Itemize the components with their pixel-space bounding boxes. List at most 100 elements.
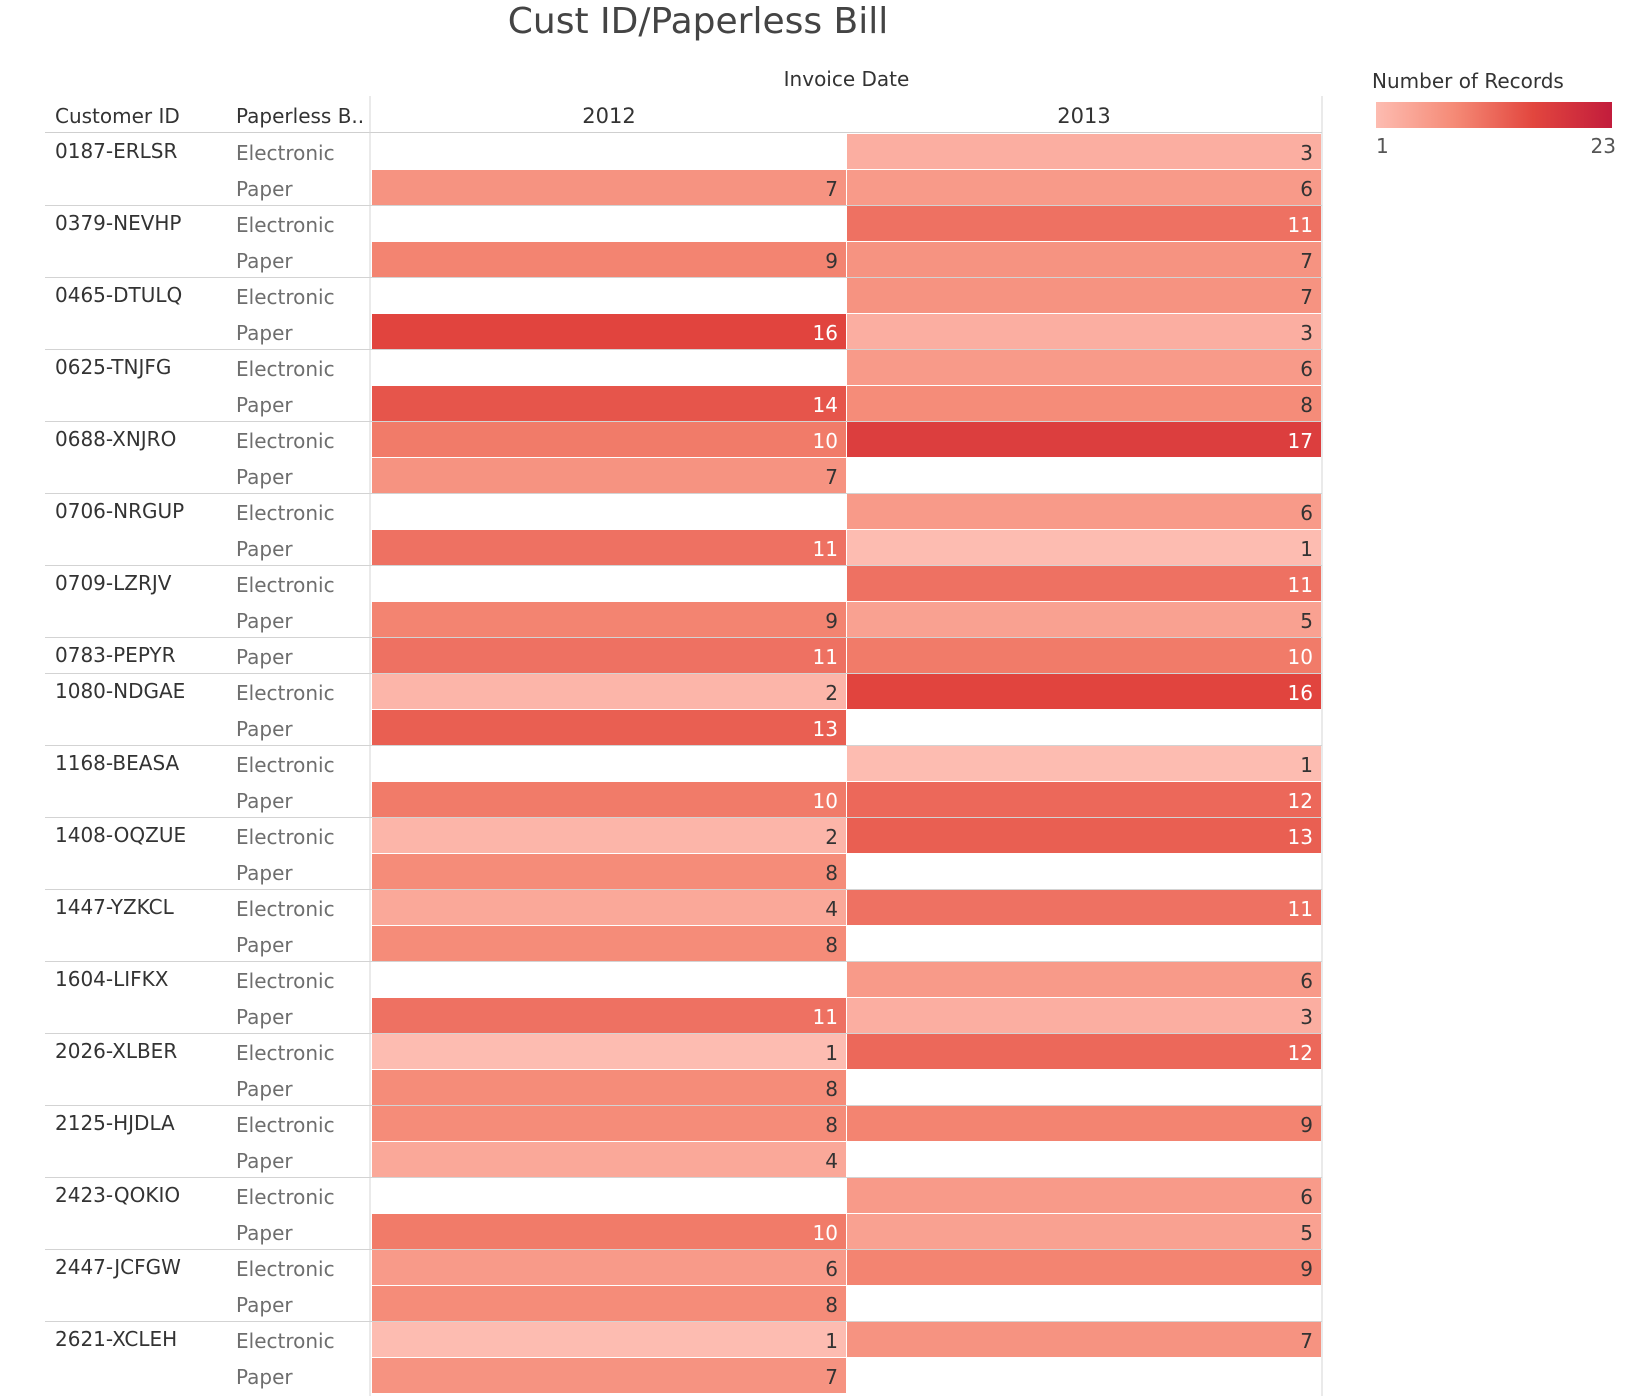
- color-legend[interactable]: Number of Records 1 23: [1372, 68, 1616, 160]
- heatmap-cell: [372, 1214, 846, 1249]
- cell-value-label: 16: [1288, 681, 1313, 705]
- paperless-bill-label: Paper: [236, 537, 293, 561]
- paperless-bill-label: Electronic: [236, 573, 335, 597]
- paperless-bill-label: Electronic: [236, 1041, 335, 1065]
- paperless-bill-label: Electronic: [236, 357, 335, 381]
- heatmap-cell: [372, 854, 846, 889]
- heatmap-cell: [372, 1142, 846, 1177]
- legend-ticks: 1 23: [1372, 134, 1616, 160]
- paperless-bill-label: Paper: [236, 609, 293, 633]
- cell-value-label: 2: [825, 825, 838, 849]
- heatmap-cell: [372, 530, 846, 565]
- paperless-bill-label: Paper: [236, 717, 293, 741]
- cell-value-label: 6: [825, 1257, 838, 1281]
- customer-id-label: 0465-DTULQ: [55, 283, 182, 307]
- cell-value-label: 9: [1300, 1257, 1313, 1281]
- paperless-bill-label: Paper: [236, 465, 293, 489]
- heatmap-cell: [847, 278, 1321, 313]
- heatmap-cell: [847, 350, 1321, 385]
- heatmap-cell: [372, 170, 846, 205]
- heatmap-cell: [847, 170, 1321, 205]
- legend-title: Number of Records: [1372, 69, 1564, 93]
- paperless-bill-label: Paper: [236, 177, 293, 201]
- heatmap-cell: [372, 602, 846, 637]
- heatmap-cell: [847, 530, 1321, 565]
- cell-value-label: 7: [825, 465, 838, 489]
- cell-value-label: 1: [825, 1329, 838, 1353]
- paperless-bill-label: Electronic: [236, 681, 335, 705]
- cell-value-label: 1: [1300, 753, 1313, 777]
- cell-value-label: 6: [1300, 1185, 1313, 1209]
- heatmap-cell: [847, 494, 1321, 529]
- customer-id-label: 1080-NDGAE: [55, 679, 185, 703]
- cell-value-label: 3: [1300, 1005, 1313, 1029]
- heatmap-cell: [847, 674, 1321, 709]
- cell-value-label: 2: [825, 681, 838, 705]
- cell-value-label: 11: [813, 1005, 838, 1029]
- cell-value-label: 11: [1288, 573, 1313, 597]
- paperless-bill-label: Paper: [236, 933, 293, 957]
- customer-id-label: 1604-LIFKX: [55, 967, 169, 991]
- cell-value-label: 11: [1288, 897, 1313, 921]
- heatmap-cell: [847, 1250, 1321, 1285]
- customer-id-label: 2447-JCFGW: [55, 1255, 181, 1279]
- heatmap-cell: [847, 602, 1321, 637]
- heatmap-cell: [847, 782, 1321, 817]
- paperless-bill-label: Electronic: [236, 141, 335, 165]
- heatmap-cell: [847, 962, 1321, 997]
- paperless-bill-label: Paper: [236, 393, 293, 417]
- cell-value-label: 14: [813, 393, 838, 417]
- customer-id-label: 0783-PEPYR: [55, 643, 176, 667]
- cell-value-label: 4: [825, 1149, 838, 1173]
- legend-gradient-bar: [1376, 102, 1612, 128]
- cell-value-label: 13: [813, 717, 838, 741]
- customer-id-label: 2026-XLBER: [55, 1039, 177, 1063]
- paperless-bill-label: Paper: [236, 321, 293, 345]
- heatmap-cell: [372, 782, 846, 817]
- heatmap-cell: [372, 674, 846, 709]
- cell-value-label: 10: [1288, 645, 1313, 669]
- cell-value-label: 16: [813, 321, 838, 345]
- paperless-bill-label: Paper: [236, 1149, 293, 1173]
- paperless-bill-label: Paper: [236, 1005, 293, 1029]
- heatmap-cell: [372, 1250, 846, 1285]
- heatmap-cell: [372, 998, 846, 1033]
- paperless-bill-label: Paper: [236, 789, 293, 813]
- heatmap-cell: [847, 1034, 1321, 1069]
- heatmap-cell: [372, 1322, 846, 1357]
- customer-id-label: 2621-XCLEH: [55, 1327, 177, 1351]
- column-header-2013: 2013: [1057, 104, 1110, 128]
- cell-value-label: 12: [1288, 789, 1313, 813]
- paperless-bill-label: Electronic: [236, 897, 335, 921]
- heatmap-cell: [372, 458, 846, 493]
- cell-value-label: 6: [1300, 969, 1313, 993]
- cell-value-label: 6: [1300, 177, 1313, 201]
- cell-value-label: 10: [813, 429, 838, 453]
- cell-value-label: 4: [825, 897, 838, 921]
- heatmap-cell: [372, 818, 846, 853]
- customer-id-label: 1408-OQZUE: [55, 823, 186, 847]
- row-header-paperless-bill: Paperless B..: [236, 104, 364, 128]
- customer-id-label: 0709-LZRJV: [55, 571, 172, 595]
- cell-value-label: 5: [1300, 1221, 1313, 1245]
- heatmap-cell: [847, 1322, 1321, 1357]
- customer-id-label: 2125-HJDLA: [55, 1111, 175, 1135]
- cell-value-label: 6: [1300, 501, 1313, 525]
- customer-id-label: 1447-YZKCL: [55, 895, 175, 919]
- paperless-bill-label: Paper: [236, 1221, 293, 1245]
- customer-id-label: 0625-TNJFG: [55, 355, 171, 379]
- cell-value-label: 10: [813, 789, 838, 813]
- paperless-bill-label: Electronic: [236, 1185, 335, 1209]
- heatmap-cell: [372, 1070, 846, 1105]
- heatmap-cell: [372, 242, 846, 277]
- paperless-bill-label: Electronic: [236, 501, 335, 525]
- paperless-bill-label: Electronic: [236, 285, 335, 309]
- heatmap-cell: [847, 566, 1321, 601]
- cell-value-label: 9: [1300, 1113, 1313, 1137]
- cell-value-label: 9: [825, 609, 838, 633]
- cell-value-label: 11: [813, 645, 838, 669]
- heatmap-cell: [372, 638, 846, 673]
- heatmap-cell: [847, 890, 1321, 925]
- customer-id-label: 0187-ERLSR: [55, 139, 177, 163]
- row-header-customer-id: Customer ID: [55, 104, 180, 128]
